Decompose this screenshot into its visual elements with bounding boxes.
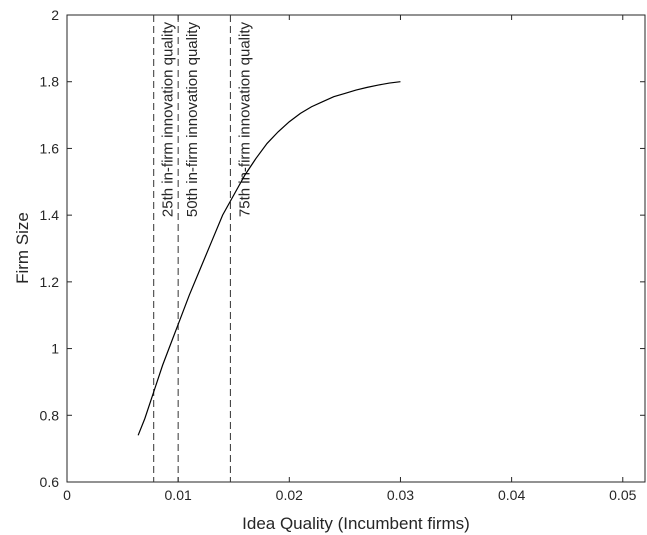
reference-line-label: 50th in-firm innovation quality xyxy=(184,22,201,218)
y-tick-label: 0.8 xyxy=(40,407,60,423)
plot-area xyxy=(66,14,646,483)
reference-line-label: 75th in-firm innovation quality xyxy=(236,22,253,218)
series-group xyxy=(137,81,401,436)
y-tick-label: 1.2 xyxy=(40,274,60,290)
y-axis-ticks: 0.6 0.8 1 1.2 1.4 1.6 1.8 2 xyxy=(40,7,645,490)
y-tick-label: 2 xyxy=(51,7,59,23)
x-tick-label: 0.05 xyxy=(609,487,636,503)
x-tick-label: 0.04 xyxy=(498,487,525,503)
y-tick-label: 1.8 xyxy=(40,74,60,90)
x-axis-title: Idea Quality (Incumbent firms) xyxy=(242,514,470,533)
y-tick-label: 1.4 xyxy=(40,207,60,223)
x-tick-label: 0.01 xyxy=(165,487,192,503)
x-tick-label: 0.02 xyxy=(276,487,303,503)
y-tick-label: 0.6 xyxy=(40,474,60,490)
y-tick-label: 1.6 xyxy=(40,140,60,156)
reference-line-label: 25th in-firm innovation quality xyxy=(160,22,177,218)
x-tick-label: 0 xyxy=(63,487,71,503)
x-tick-label: 0.03 xyxy=(387,487,414,503)
series-line xyxy=(137,81,401,436)
y-tick-label: 1 xyxy=(51,341,59,357)
y-axis-title: Firm Size xyxy=(13,212,32,284)
reference-lines: 25th in-firm innovation quality 50th in-f… xyxy=(153,15,253,482)
x-axis-ticks: 0 0.01 0.02 0.03 0.04 0.05 xyxy=(63,15,637,503)
